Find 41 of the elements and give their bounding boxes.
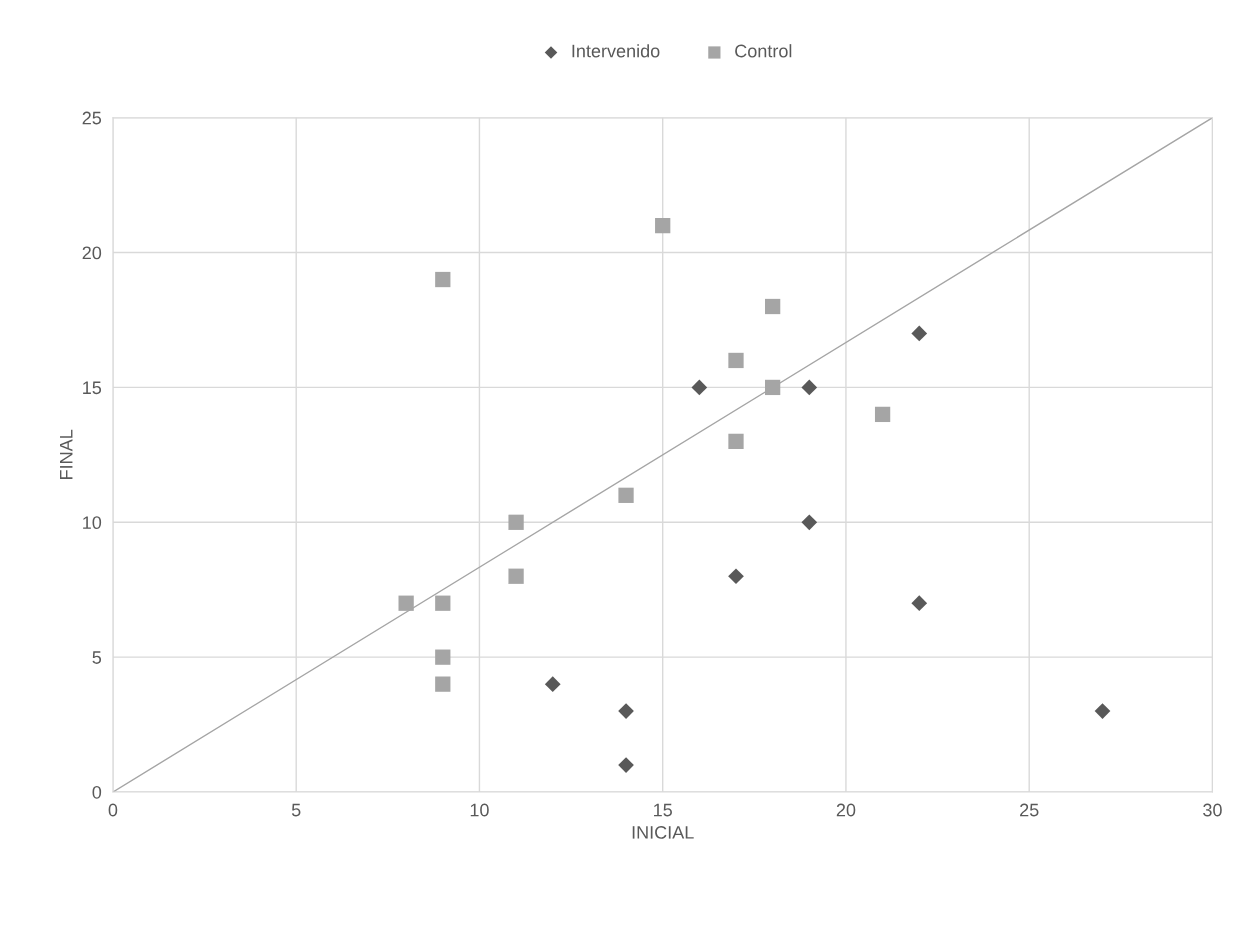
point: [398, 595, 414, 611]
legend-label: Control: [735, 44, 792, 58]
y-axis-title: FINAL: [60, 429, 73, 479]
x-tick-label: 30: [1203, 803, 1222, 817]
point: [728, 352, 744, 369]
x-tick-label: 10: [470, 803, 489, 817]
point: [801, 514, 818, 531]
point: [508, 514, 524, 530]
point: [435, 271, 451, 288]
point: [874, 406, 891, 423]
x-tick-label: 20: [836, 803, 856, 817]
point: [618, 703, 634, 719]
point: [691, 379, 708, 396]
y-tick-label: 15: [83, 381, 102, 395]
point: [911, 325, 928, 342]
y-tick-label: 5: [92, 651, 102, 664]
point: [765, 298, 781, 315]
point: [1094, 703, 1111, 719]
point: [765, 379, 781, 396]
point: [728, 433, 744, 450]
x-tick-label: 0: [108, 803, 118, 817]
y-tick-label: 0: [92, 785, 102, 799]
point: [911, 595, 928, 612]
x-tick-label: 15: [654, 803, 672, 817]
x-tick-label: 25: [1020, 803, 1039, 817]
point: [801, 379, 818, 396]
point: [544, 676, 561, 692]
y-tick-label: 10: [83, 516, 102, 530]
point: [508, 568, 524, 584]
point: [618, 757, 634, 773]
point: [655, 217, 671, 234]
legend-label: Intervenido: [572, 44, 660, 58]
point: [728, 568, 744, 585]
point: [435, 676, 451, 692]
y-tick-label: 25: [82, 111, 102, 125]
point: [435, 649, 451, 665]
y-tick-label: 20: [82, 246, 102, 260]
x-axis-title: INICIAL: [632, 826, 694, 839]
point: [435, 595, 451, 611]
point: [618, 487, 634, 503]
x-tick-label: 5: [291, 803, 301, 817]
